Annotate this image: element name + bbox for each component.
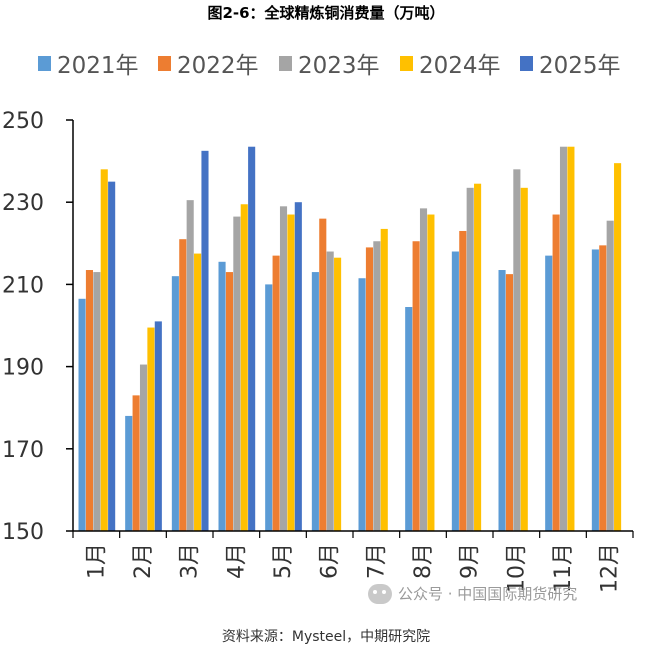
legend: 2021年 2022年 2023年 2024年 2025年: [38, 53, 621, 79]
x-tick-label: 6月: [318, 543, 343, 579]
bar-2023年-2月: [139, 364, 148, 531]
bar-2022年-2月: [132, 395, 140, 531]
bar-2024年-3月: [194, 253, 202, 531]
bars: [78, 146, 622, 532]
bar-2022年-3月: [179, 239, 187, 531]
x-tick-label: 1月: [84, 543, 109, 579]
x-tick-label: 2月: [131, 543, 156, 579]
y-tick-label: 150: [2, 520, 44, 545]
bar-2025年-1月: [108, 181, 116, 531]
bar-2023年-1月: [93, 272, 101, 531]
y-tick-label: 250: [2, 109, 44, 134]
legend-label-2024年: 2024年: [419, 53, 501, 79]
bar-2021年-1月: [78, 298, 86, 531]
bar-2021年-7月: [358, 278, 366, 531]
y-tick-label: 170: [2, 438, 44, 463]
bar-2024年-2月: [147, 327, 155, 531]
bar-2024年-10月: [520, 187, 528, 531]
bar-2024年-12月: [614, 163, 622, 531]
bar-2025年-2月: [154, 321, 162, 531]
bar-2024年-5月: [287, 214, 295, 531]
bar-2021年-6月: [311, 272, 319, 531]
bar-2023年-10月: [513, 169, 521, 531]
watermark-text: 公众号 · 中国国际期货研究: [398, 585, 578, 603]
x-tick-labels: 1月 2月 3月 4月 5月 6月 7月 8月 9月 10月 11月 12月: [84, 543, 622, 593]
watermark: 公众号 · 中国国际期货研究: [368, 583, 577, 604]
bar-2021年-10月: [498, 270, 506, 531]
legend-swatch-2024年: [400, 56, 413, 71]
legend-swatch-2022年: [158, 56, 171, 71]
y-tick-label: 230: [2, 191, 44, 216]
bar-2024年-4月: [240, 204, 248, 531]
bar-2024年-11月: [567, 146, 575, 531]
bar-2023年-11月: [559, 146, 568, 531]
y-tick-label: 210: [2, 273, 44, 298]
x-tick-label: 3月: [178, 543, 203, 579]
legend-swatch-2021年: [38, 56, 51, 71]
bar-2022年-7月: [365, 247, 373, 531]
bar-2021年-9月: [451, 251, 459, 531]
y-tick-label: 190: [2, 356, 44, 381]
legend-label-2025年: 2025年: [539, 53, 621, 79]
bar-2023年-12月: [606, 220, 614, 531]
bar-2021年-2月: [125, 415, 133, 531]
x-tick-label: 4月: [224, 543, 249, 579]
x-tick-label: 10月: [504, 543, 529, 593]
bar-2022年-11月: [552, 214, 560, 531]
bar-2021年-5月: [265, 284, 273, 531]
bar-2024年-1月: [100, 169, 108, 531]
bar-2022年-4月: [225, 272, 233, 531]
source-note: 资料来源：Mysteel，中期研究院: [221, 629, 431, 645]
bar-2024年-6月: [334, 257, 342, 531]
bar-2022年-8月: [412, 241, 420, 531]
bar-2024年-8月: [427, 214, 435, 531]
bar-2022年-10月: [505, 274, 513, 531]
bar-2021年-8月: [405, 307, 413, 531]
bar-2021年-4月: [218, 261, 226, 531]
bar-2024年-7月: [380, 228, 388, 532]
bar-2021年-11月: [545, 255, 553, 531]
wechat-icon: [368, 583, 392, 604]
bar-2023年-3月: [186, 200, 194, 531]
bar-2023年-4月: [233, 216, 241, 531]
bar-2023年-7月: [373, 241, 381, 531]
x-tick-label: 5月: [271, 543, 296, 579]
x-tick-label: 7月: [364, 543, 389, 579]
bar-2025年-4月: [248, 146, 256, 531]
legend-label-2023年: 2023年: [298, 53, 380, 79]
bar-2023年-5月: [279, 206, 288, 531]
bar-2022年-9月: [459, 230, 467, 531]
legend-swatch-2023年: [279, 56, 292, 71]
x-tick-label: 9月: [458, 543, 483, 579]
y-tick-labels: 150 170 190 210 230 250: [2, 109, 44, 545]
bar-2021年-12月: [591, 249, 599, 531]
bar-2022年-12月: [599, 245, 607, 532]
bar-2025年-3月: [201, 150, 209, 531]
axes: [66, 119, 634, 538]
x-tick-label: 8月: [411, 543, 436, 579]
bar-2022年-1月: [85, 270, 93, 531]
bar-2025年-5月: [294, 202, 302, 531]
x-tick-label: 11月: [551, 543, 576, 593]
legend-swatch-2025年: [520, 56, 533, 71]
bar-2022年-5月: [272, 255, 280, 531]
bar-2022年-6月: [319, 218, 327, 531]
x-tick-label: 12月: [598, 543, 623, 593]
bar-2021年-3月: [171, 276, 179, 531]
chart-title: 图2-6：全球精炼铜消费量（万吨）: [207, 4, 445, 22]
legend-label-2022年: 2022年: [177, 53, 259, 79]
legend-label-2021年: 2021年: [57, 53, 139, 79]
bar-2023年-6月: [326, 251, 334, 531]
bar-2023年-8月: [419, 208, 428, 532]
bar-2024年-9月: [474, 183, 482, 531]
bar-2023年-9月: [466, 187, 474, 531]
